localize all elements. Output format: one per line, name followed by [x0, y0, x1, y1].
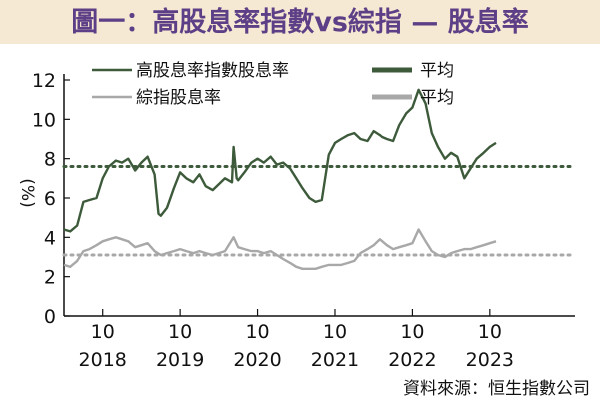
x-year-label: 2021	[311, 349, 359, 371]
x-year-label: 2022	[388, 349, 436, 371]
series-line-1	[63, 88, 497, 233]
title-band	[0, 0, 600, 44]
x-tick-label: 10	[478, 321, 502, 343]
y-tick-label: 0	[44, 306, 56, 328]
y-axis-label-text: (%)	[17, 178, 37, 207]
x-tick-label: 10	[91, 321, 115, 343]
x-year-label: 2019	[156, 349, 204, 371]
y-tick-label: 8	[44, 149, 56, 171]
plot-area: 0 2 4 6 8 10 12 10 2018 10 2019 10 2020 10 2021 10 2022 1…	[32, 70, 577, 371]
x-tick-label: 10	[245, 321, 269, 343]
x-tick-label: 10	[323, 321, 347, 343]
x-year-label: 2020	[233, 349, 281, 371]
y-tick-label: 12	[32, 70, 56, 92]
chart-title: 圖一：高股息率指數vs綜指 — 股息率	[71, 6, 528, 38]
x-tick-label: 10	[400, 321, 424, 343]
y-tick-label: 4	[44, 227, 56, 249]
legend-average-label-1: 平均	[420, 61, 454, 81]
y-tick-label: 2	[44, 267, 56, 289]
source-note: 資料來源：恒生指數公司	[403, 379, 590, 399]
legend-label-2: 綜指股息率	[136, 88, 221, 108]
x-year-label: 2018	[79, 349, 127, 371]
y-axis-label: (%)	[17, 178, 37, 207]
y-tick-label: 6	[44, 188, 56, 210]
legend-average-label-2: 平均	[420, 88, 454, 108]
legend-label-1: 高股息率指數股息率	[136, 61, 289, 81]
series-line-2	[63, 228, 497, 270]
x-tick-label: 10	[168, 321, 192, 343]
y-tick-label: 10	[32, 109, 56, 131]
x-year-label: 2023	[466, 349, 514, 371]
